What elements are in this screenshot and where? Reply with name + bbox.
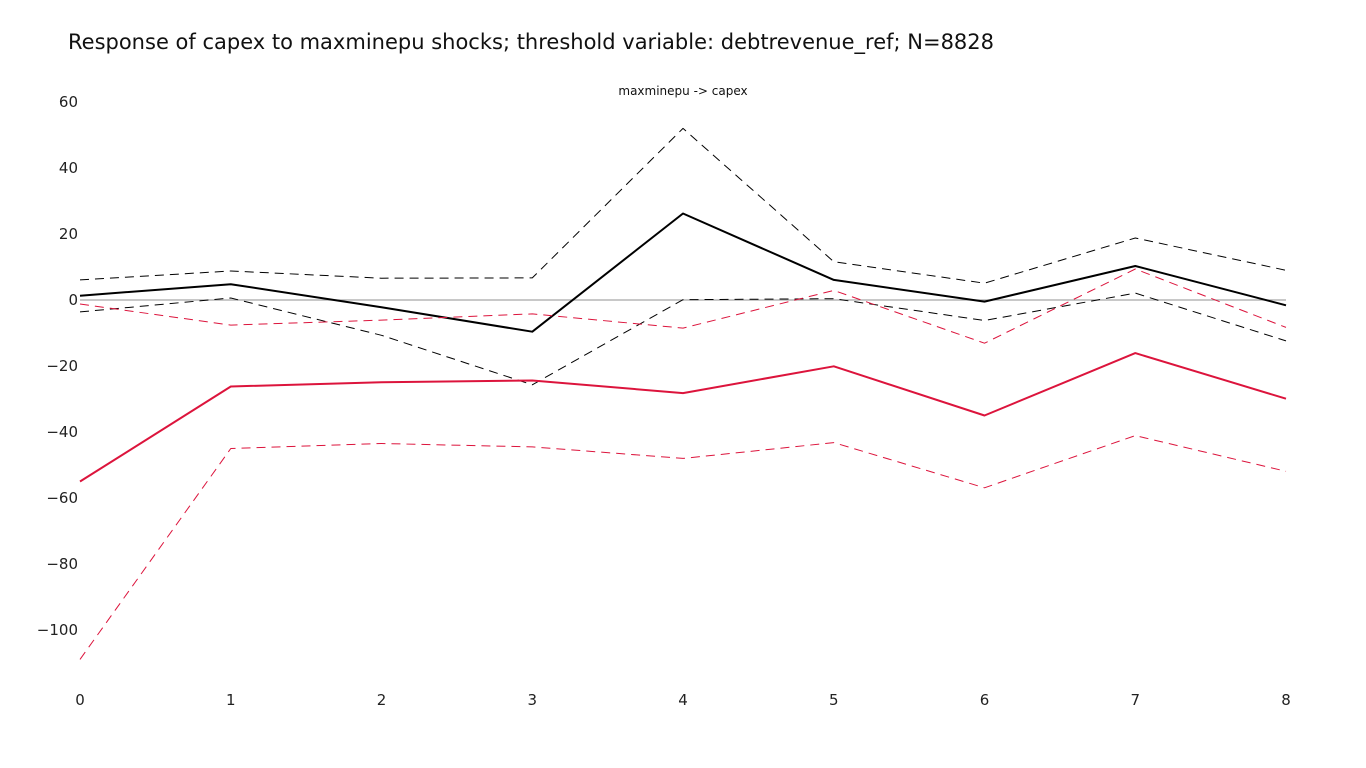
x-tick-label: 0 xyxy=(75,691,85,709)
x-axis-ticks: 0 1 2 3 4 5 6 7 8 xyxy=(75,691,1291,709)
y-tick-label: −40 xyxy=(46,423,78,441)
y-tick-label: 20 xyxy=(59,225,78,243)
x-tick-label: 8 xyxy=(1281,691,1291,709)
y-axis-ticks: 60 40 20 0 −20 −40 −60 −80 −100 xyxy=(37,93,78,639)
x-tick-label: 7 xyxy=(1130,691,1140,709)
x-tick-label: 1 xyxy=(226,691,236,709)
x-tick-label: 4 xyxy=(678,691,688,709)
series-lines xyxy=(79,127,1287,660)
y-tick-label: −80 xyxy=(46,555,78,573)
y-tick-label: −60 xyxy=(46,489,78,507)
y-tick-label: −100 xyxy=(37,621,78,639)
series-line-1 xyxy=(79,127,1287,284)
series-line-0 xyxy=(79,212,1287,333)
y-tick-label: 60 xyxy=(59,93,78,111)
series-line-3 xyxy=(79,352,1287,483)
series-line-4 xyxy=(79,268,1287,344)
y-tick-label: −20 xyxy=(46,357,78,375)
x-tick-label: 3 xyxy=(527,691,537,709)
y-tick-label: 40 xyxy=(59,159,78,177)
subplot-title: maxminepu -> capex xyxy=(618,84,748,98)
y-tick-label: 0 xyxy=(68,291,78,309)
x-tick-label: 6 xyxy=(980,691,990,709)
x-tick-label: 2 xyxy=(377,691,387,709)
chart-title: Response of capex to maxminepu shocks; t… xyxy=(68,30,995,54)
series-line-2 xyxy=(79,292,1287,386)
x-tick-label: 5 xyxy=(829,691,839,709)
series-line-5 xyxy=(79,435,1287,660)
